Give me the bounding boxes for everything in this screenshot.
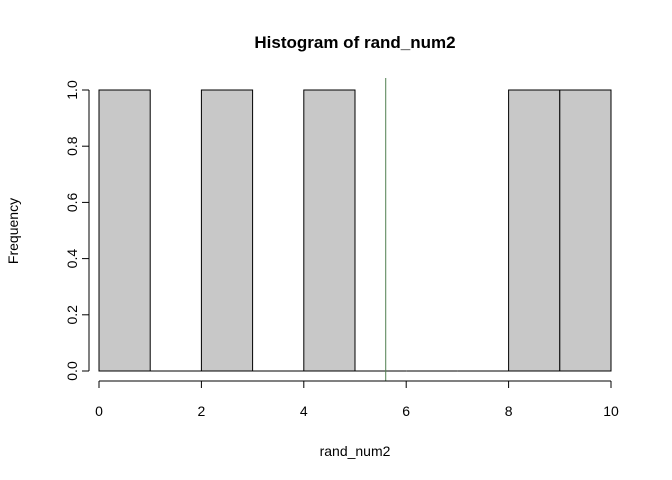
y-tick-label: 0.0 bbox=[64, 361, 80, 381]
histogram-bar bbox=[200, 89, 254, 372]
y-tick-label: 0.6 bbox=[64, 192, 80, 212]
y-axis-label: Frequency bbox=[5, 198, 21, 264]
x-tick-label: 8 bbox=[505, 403, 513, 419]
x-tick-label: 4 bbox=[300, 403, 308, 419]
histogram-bar bbox=[303, 89, 356, 372]
y-tick-label: 0.8 bbox=[64, 136, 80, 156]
x-tick-label: 10 bbox=[603, 403, 619, 419]
histogram-bar bbox=[98, 89, 151, 372]
x-tick-label: 0 bbox=[95, 403, 103, 419]
x-tick-label: 2 bbox=[198, 403, 206, 419]
chart-title: Histogram of rand_num2 bbox=[254, 33, 455, 52]
x-axis-label: rand_num2 bbox=[320, 443, 391, 459]
histogram-bar bbox=[508, 89, 561, 372]
x-tick-label: 6 bbox=[402, 403, 410, 419]
histogram-bar bbox=[559, 89, 612, 372]
y-tick-label: 0.2 bbox=[64, 305, 80, 325]
y-tick-label: 0.4 bbox=[64, 249, 80, 269]
y-tick-label: 1.0 bbox=[64, 80, 80, 100]
y-axis: 0.0 0.2 0.4 0.6 0.8 1.0 bbox=[64, 80, 90, 381]
x-axis: 0 2 4 6 8 10 bbox=[95, 380, 619, 419]
bars-group bbox=[98, 89, 612, 372]
